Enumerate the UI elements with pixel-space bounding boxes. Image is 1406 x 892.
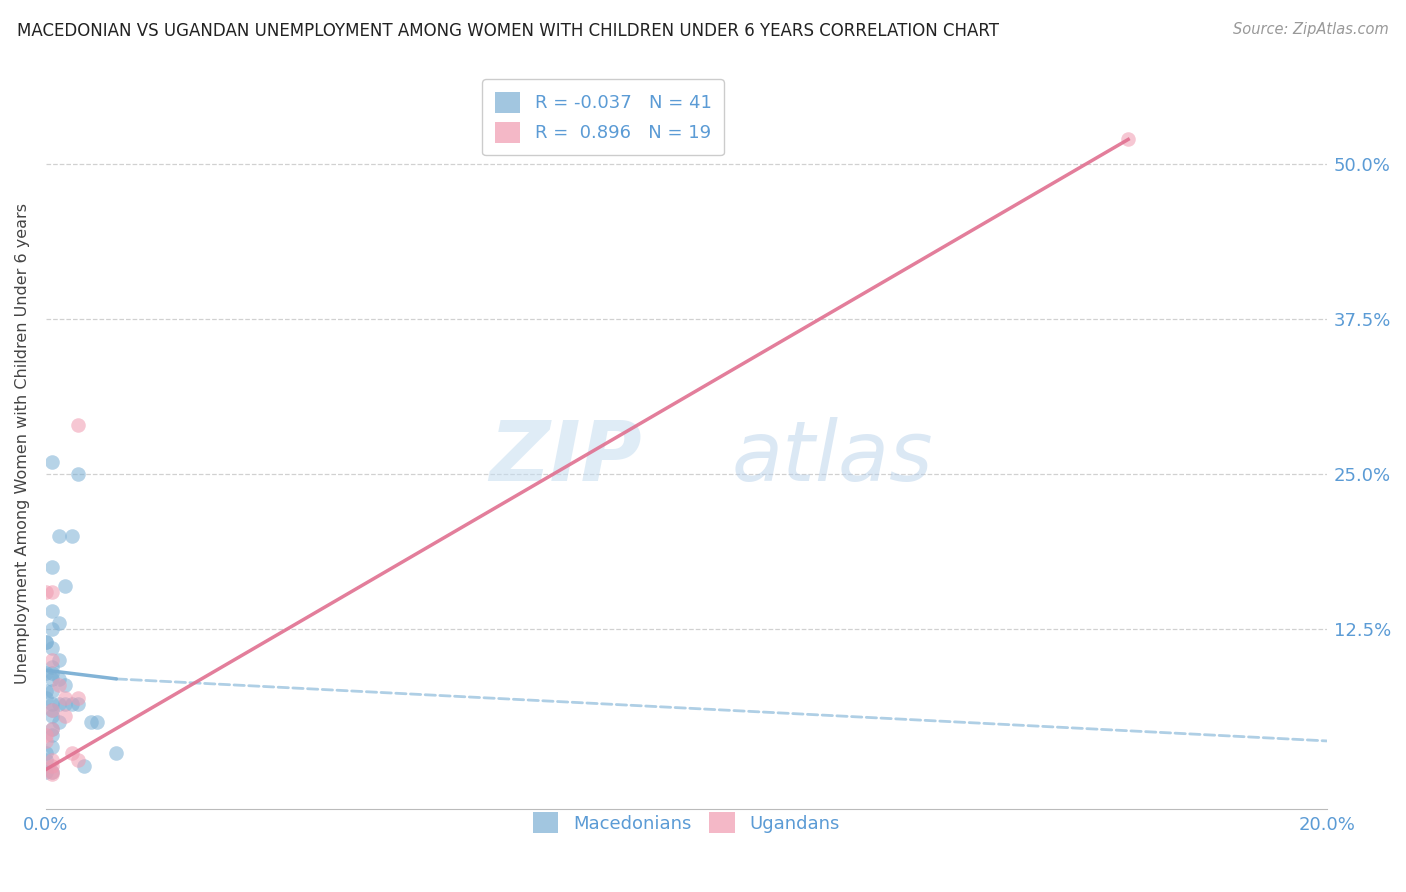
Point — [35, 734, 58, 748]
Point — [41, 672, 63, 686]
Point — [48, 697, 70, 711]
Text: ZIP: ZIP — [489, 417, 641, 499]
Point — [41, 703, 63, 717]
Point — [41, 653, 63, 667]
Text: Source: ZipAtlas.com: Source: ZipAtlas.com — [1233, 22, 1389, 37]
Point — [66, 690, 89, 705]
Point — [41, 604, 63, 618]
Point — [41, 560, 63, 574]
Point — [41, 764, 63, 779]
Point — [41, 764, 63, 779]
Point — [41, 697, 63, 711]
Point — [48, 653, 70, 667]
Point — [41, 684, 63, 698]
Y-axis label: Unemployment Among Women with Children Under 6 years: Unemployment Among Women with Children U… — [15, 202, 30, 684]
Point — [41, 585, 63, 599]
Point — [48, 715, 70, 730]
Point — [66, 752, 89, 766]
Point — [41, 665, 63, 680]
Point — [105, 747, 128, 761]
Point — [35, 752, 58, 766]
Point — [86, 715, 108, 730]
Point — [35, 665, 58, 680]
Point — [1116, 132, 1139, 146]
Point — [35, 634, 58, 648]
Point — [41, 455, 63, 469]
Point — [48, 616, 70, 631]
Point — [60, 529, 83, 543]
Point — [41, 740, 63, 755]
Point — [41, 703, 63, 717]
Point — [53, 579, 76, 593]
Point — [41, 722, 63, 736]
Point — [66, 697, 89, 711]
Point — [41, 709, 63, 723]
Point — [35, 690, 58, 705]
Point — [41, 758, 63, 772]
Text: atlas: atlas — [731, 417, 932, 499]
Point — [53, 678, 76, 692]
Point — [48, 678, 70, 692]
Point — [53, 697, 76, 711]
Point — [35, 634, 58, 648]
Point — [41, 623, 63, 637]
Point — [35, 747, 58, 761]
Point — [53, 709, 76, 723]
Point — [41, 659, 63, 673]
Point — [60, 697, 83, 711]
Point — [41, 752, 63, 766]
Point — [35, 764, 58, 779]
Point — [41, 767, 63, 781]
Point — [48, 672, 70, 686]
Point — [73, 758, 96, 772]
Point — [60, 747, 83, 761]
Point — [66, 467, 89, 482]
Point — [41, 728, 63, 742]
Legend: Macedonians, Ugandans: Macedonians, Ugandans — [523, 802, 851, 844]
Point — [53, 690, 76, 705]
Point — [66, 417, 89, 432]
Point — [35, 728, 58, 742]
Text: MACEDONIAN VS UGANDAN UNEMPLOYMENT AMONG WOMEN WITH CHILDREN UNDER 6 YEARS CORRE: MACEDONIAN VS UGANDAN UNEMPLOYMENT AMONG… — [17, 22, 998, 40]
Point — [35, 684, 58, 698]
Point — [48, 529, 70, 543]
Point — [35, 585, 58, 599]
Point — [41, 640, 63, 655]
Point — [80, 715, 103, 730]
Point — [41, 722, 63, 736]
